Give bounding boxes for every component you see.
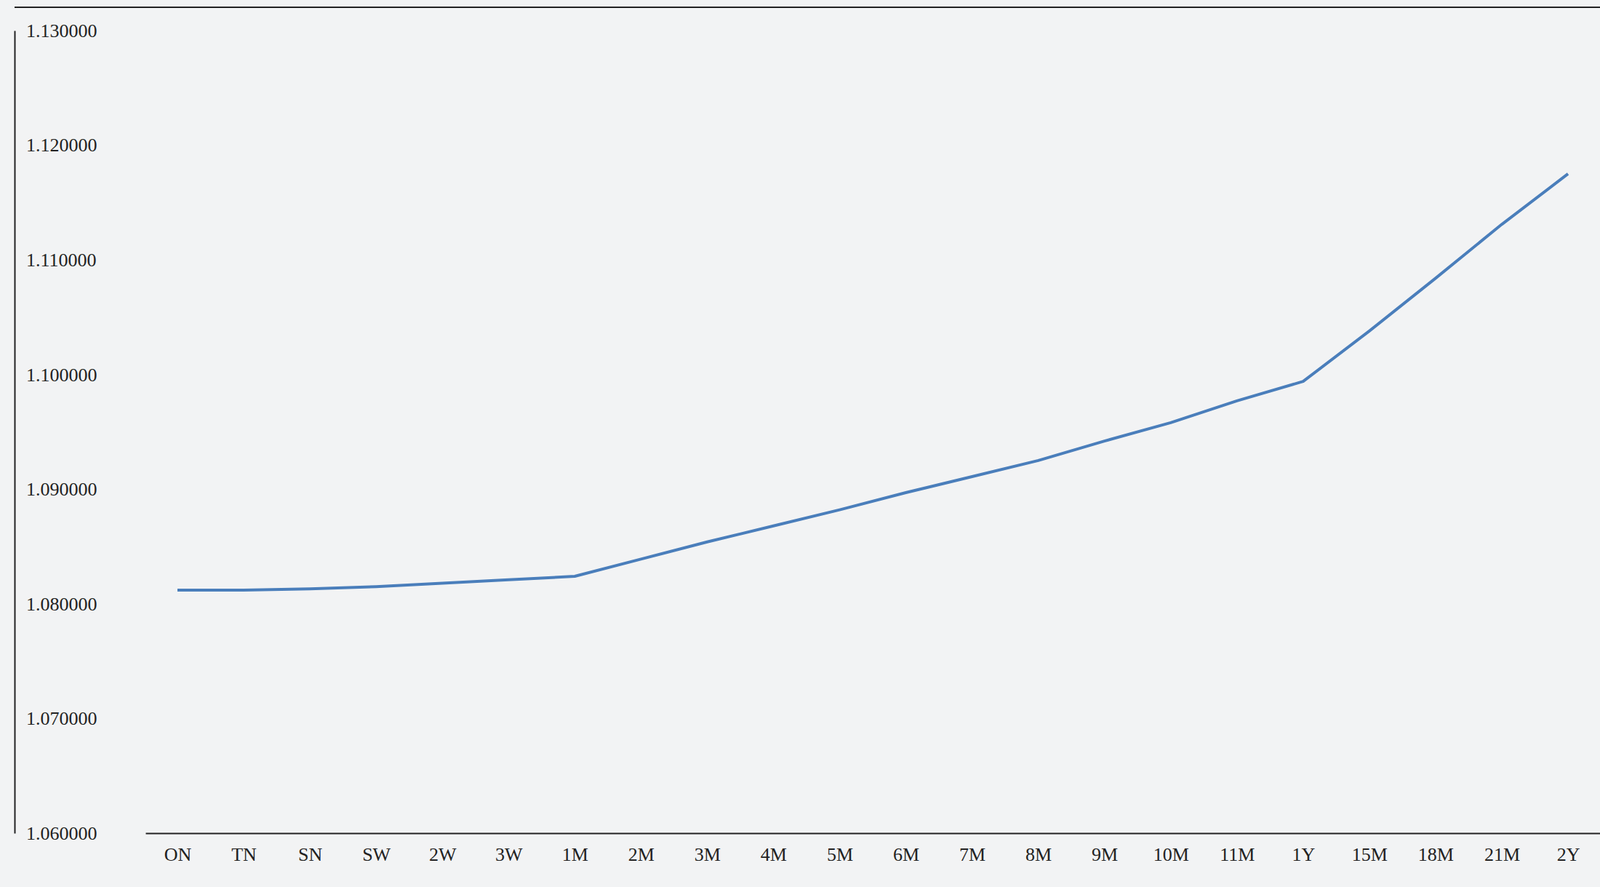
y-tick-label: 1.130000	[26, 20, 98, 42]
x-tick: TN	[231, 832, 257, 865]
x-tick: 7M	[959, 832, 986, 865]
y-tick-label: 1.070000	[26, 707, 98, 729]
background	[0, 0, 1600, 887]
x-tick-label: 2Y	[1557, 843, 1581, 865]
x-tick-label: 2W	[429, 843, 457, 865]
x-tick-label: 10M	[1153, 843, 1190, 865]
x-tick-label: 7M	[959, 843, 986, 865]
y-tick: 1.100000	[14, 364, 98, 386]
x-tick-label: 15M	[1352, 843, 1388, 865]
x-tick-label: SW	[362, 843, 391, 865]
x-tick-label: 18M	[1418, 843, 1454, 865]
x-tick: 8M	[1025, 832, 1052, 865]
x-tick: 6M	[893, 832, 920, 865]
x-tick: 2M	[628, 832, 655, 865]
x-tick: 1Y	[1291, 832, 1315, 865]
x-tick-label: 21M	[1484, 843, 1520, 865]
x-tick: 3M	[694, 832, 721, 865]
x-tick-label: 3M	[694, 843, 721, 865]
x-tick-label: 2M	[628, 843, 655, 865]
x-tick-label: 11M	[1219, 843, 1255, 865]
y-tick: 1.090000	[14, 478, 98, 500]
x-tick-label: 6M	[893, 843, 920, 865]
y-tick-label: 1.060000	[26, 822, 98, 844]
x-tick-label: 1M	[562, 843, 589, 865]
x-axis-line	[146, 832, 1600, 835]
y-tick: 1.070000	[14, 707, 98, 729]
x-tick: 4M	[760, 832, 787, 865]
x-tick-label: 9M	[1091, 843, 1118, 865]
x-tick-label: TN	[231, 843, 257, 865]
y-tick: 1.110000	[14, 249, 97, 271]
x-tick-label: 4M	[760, 843, 787, 865]
x-axis: ON TN SN SW 2W 3W 1M 2M 3M 4M 5M 6M 7M 8M 9M 10M 11M 1Y 15…	[146, 832, 1600, 865]
x-tick-label: SN	[298, 843, 323, 865]
y-tick: 1.080000	[14, 593, 98, 615]
y-axis-line	[14, 31, 16, 834]
x-tick: 2Y	[1557, 832, 1581, 865]
series-line	[177, 173, 1568, 590]
x-tick-label: 5M	[826, 843, 854, 865]
x-tick-label: ON	[164, 843, 192, 865]
y-axis: 1.060000 1.070000 1.080000 1.090000 1.100000…	[14, 20, 98, 844]
plot-area	[177, 173, 1568, 590]
y-tick-label: 1.110000	[26, 249, 97, 271]
chart: 1.060000 1.070000 1.080000 1.090000 1.100000…	[0, 0, 1600, 887]
y-tick-label: 1.100000	[26, 364, 98, 386]
x-tick-label: 8M	[1025, 843, 1052, 865]
y-tick-label: 1.090000	[26, 478, 98, 500]
x-tick: 2W	[429, 832, 457, 865]
x-tick: ON	[164, 832, 192, 865]
x-tick: 11M	[1219, 832, 1255, 865]
y-tick: 1.120000	[14, 134, 98, 156]
y-tick: 1.130000	[14, 20, 98, 42]
x-tick: 5M	[826, 832, 854, 865]
x-tick: SW	[362, 832, 391, 865]
y-tick-label: 1.120000	[26, 134, 98, 156]
x-tick: 3W	[495, 832, 523, 865]
frame-top	[14, 6, 1600, 8]
x-tick: 15M	[1352, 832, 1388, 865]
x-tick: 21M	[1484, 832, 1520, 865]
x-tick: 1M	[562, 832, 589, 865]
x-tick: 10M	[1153, 832, 1190, 865]
x-tick: 18M	[1418, 832, 1454, 865]
x-tick: SN	[298, 832, 323, 865]
x-tick-label: 3W	[495, 843, 523, 865]
y-tick-label: 1.080000	[26, 593, 98, 615]
y-tick: 1.060000	[14, 822, 98, 844]
x-tick-label: 1Y	[1291, 843, 1315, 865]
x-tick: 9M	[1091, 832, 1118, 865]
